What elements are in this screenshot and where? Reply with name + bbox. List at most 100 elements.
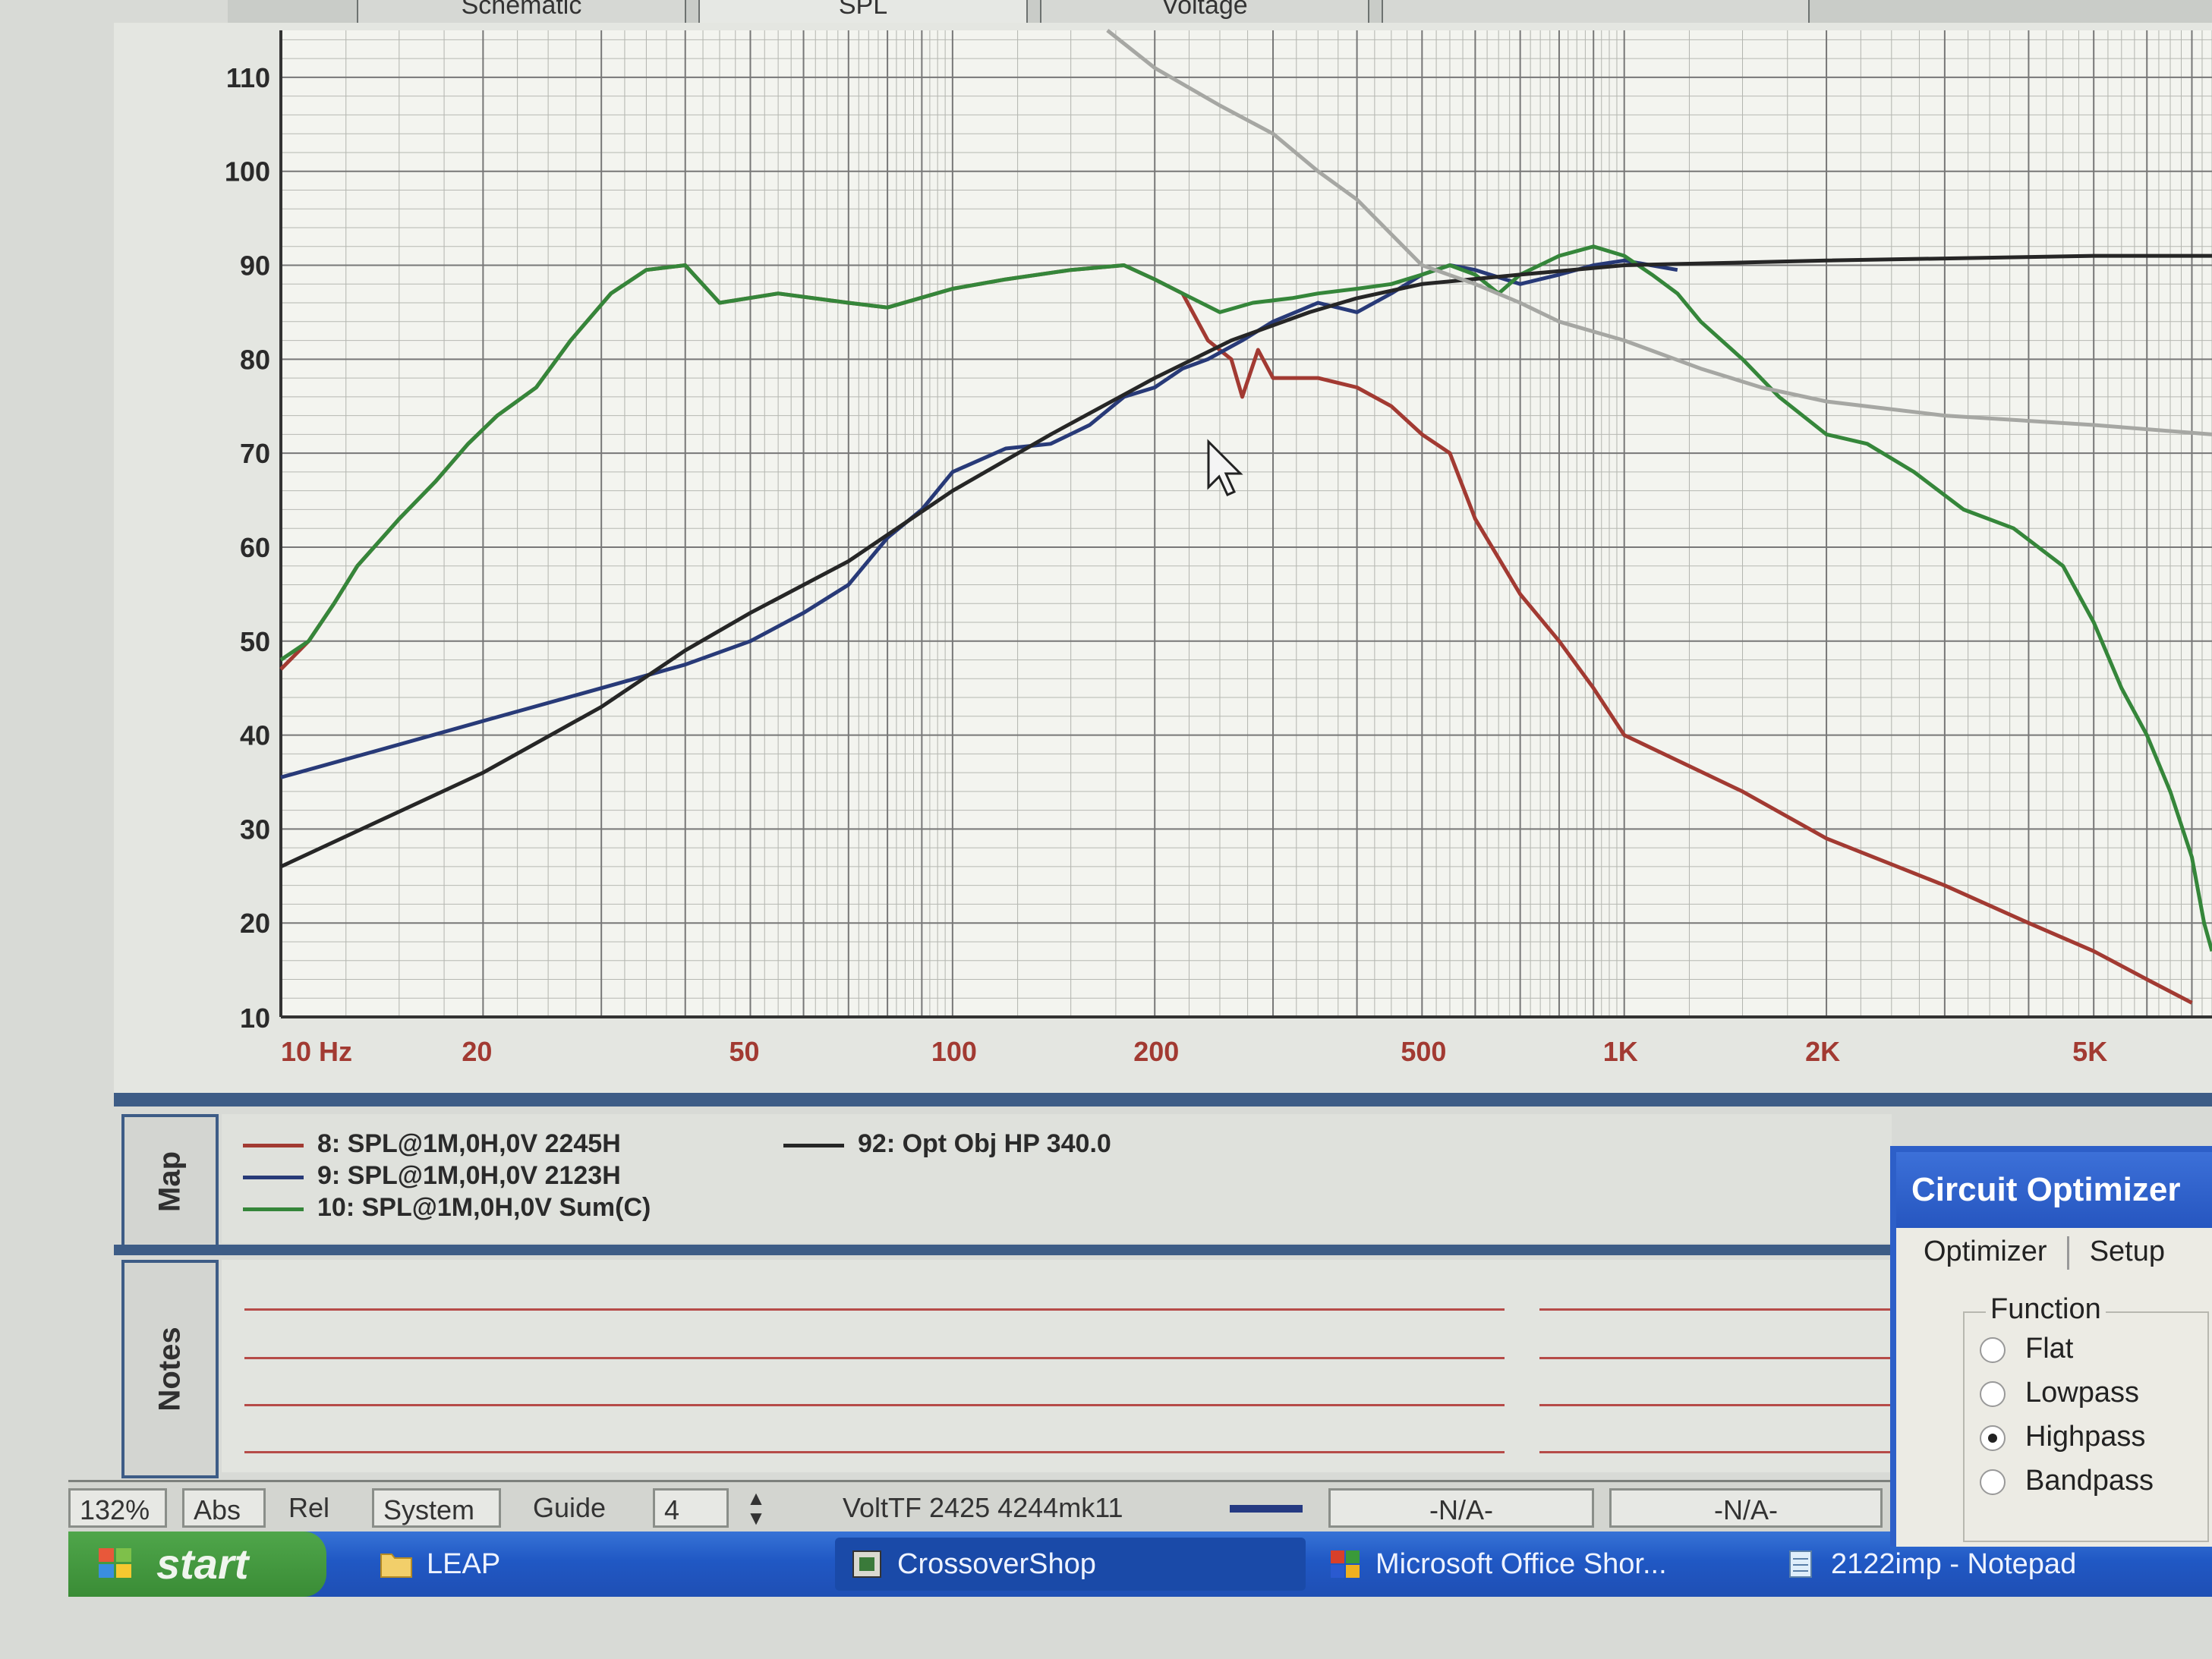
y-tick-label: 20 — [240, 908, 270, 939]
x-tick-label: 5K — [2072, 1036, 2107, 1067]
spl-chart[interactable]: 20 30 40 50 60 70 80 90 100 110 10 10 Hz 20 50 100 200… — [114, 23, 2212, 1100]
y-tick-label: 100 — [225, 156, 270, 187]
series-line-4 — [1106, 29, 2212, 436]
tab-spl[interactable]: SPL — [698, 0, 1028, 24]
legend-swatch — [243, 1207, 304, 1211]
legend-swatch — [243, 1175, 304, 1179]
legend-item-label: 8: SPL@1M,0H,0V 2245H — [317, 1129, 621, 1158]
view-tabbar: Schematic SPL Voltage — [228, 0, 2212, 24]
map-tab-label: Map — [153, 1151, 187, 1212]
notes-rule — [244, 1308, 1505, 1311]
radio-bandpass[interactable]: Bandpass — [1980, 1465, 2154, 1497]
dialog-tabs: Optimizer Setup — [1924, 1236, 2165, 1281]
legend-item-label: 92: Opt Obj HP 340.0 — [858, 1129, 1111, 1158]
radio-label: Lowpass — [2025, 1377, 2139, 1409]
zoom-readout: 132% — [68, 1488, 167, 1528]
map-tab[interactable]: Map — [121, 1114, 219, 1249]
x-tick-label: 2K — [1805, 1036, 1840, 1067]
tab-other[interactable] — [1382, 0, 1810, 24]
radio-lowpass[interactable]: Lowpass — [1980, 1377, 2139, 1409]
rel-button[interactable]: Rel — [288, 1492, 330, 1523]
dialog-title: Circuit Optimizer — [1896, 1152, 2212, 1228]
start-label: start — [156, 1540, 249, 1588]
legend-item: 8: SPL@1M,0H,0V 2245H — [243, 1129, 621, 1159]
tab-voltage[interactable]: Voltage — [1040, 0, 1369, 24]
y-tick-label: 50 — [240, 626, 270, 657]
legend-item: 10: SPL@1M,0H,0V Sum(C) — [243, 1193, 651, 1223]
folder-icon — [380, 1554, 412, 1578]
radio-button-selected-icon — [1980, 1424, 2006, 1451]
mouse-cursor-icon — [1207, 439, 1243, 496]
notes-rule — [1539, 1451, 1904, 1453]
plot-area — [281, 30, 2212, 1017]
radio-button-icon — [1980, 1380, 2006, 1407]
y-tick-label: 40 — [240, 720, 270, 751]
legend-item-label: 9: SPL@1M,0H,0V 2123H — [317, 1161, 621, 1190]
tab-divider — [2067, 1236, 2070, 1270]
y-tick-label: 30 — [240, 814, 270, 845]
series-line-3 — [279, 253, 2212, 869]
x-tick-label: 500 — [1401, 1036, 1446, 1067]
notes-rule — [1539, 1308, 1904, 1311]
abs-button[interactable]: Abs — [182, 1488, 266, 1528]
taskbar-item-leap[interactable]: LEAP — [364, 1538, 820, 1591]
office-app-icon — [1331, 1550, 1360, 1578]
x-tick-label: 100 — [931, 1036, 977, 1067]
notes-rule — [244, 1451, 1505, 1453]
notes-rule — [1539, 1357, 1904, 1359]
system-button[interactable]: System — [372, 1488, 501, 1528]
function-group: Function Flat Lowpass Highpass Bandpass — [1963, 1293, 2209, 1542]
notes-rule — [244, 1404, 1505, 1406]
legend-map: 8: SPL@1M,0H,0V 2245H 9: SPL@1M,0H,0V 21… — [222, 1114, 1892, 1243]
spl-chart-panel: 20 30 40 50 60 70 80 90 100 110 10 10 Hz 20 50 100 200… — [114, 23, 2212, 1100]
notes-area[interactable] — [222, 1260, 1904, 1472]
taskbar: start LEAP CrossoverShop Microsoft Offic… — [68, 1532, 2212, 1597]
tab-optimizer[interactable]: Optimizer — [1924, 1236, 2047, 1267]
status-bar: 132% Abs Rel System Guide 4 ▲ ▼ VoltTF 24… — [68, 1480, 2212, 1534]
x-tick-label: 20 — [462, 1036, 492, 1067]
y-tick-label: 110 — [226, 62, 270, 93]
x-tick-label: 10 Hz — [281, 1036, 352, 1067]
series-line-2 — [279, 244, 2212, 952]
y-tick-label: 70 — [240, 438, 270, 469]
radio-button-icon — [1980, 1469, 2006, 1495]
taskbar-item-label: CrossoverShop — [897, 1548, 1096, 1580]
notepad-icon — [1789, 1550, 1812, 1578]
notes-tab[interactable]: Notes — [121, 1260, 219, 1478]
start-button[interactable]: start — [68, 1532, 326, 1597]
taskbar-item-office[interactable]: Microsoft Office Shor... — [1313, 1538, 1754, 1591]
taskbar-item-label: Microsoft Office Shor... — [1375, 1548, 1667, 1580]
y-tick-label: 80 — [240, 344, 270, 375]
panel-divider — [114, 1245, 2212, 1255]
guide-button[interactable]: Guide — [533, 1492, 607, 1523]
windows-logo-icon — [99, 1548, 131, 1578]
y-tick-label: 90 — [240, 250, 270, 282]
taskbar-item-notepad[interactable]: 2122imp - Notepad — [1769, 1538, 2212, 1591]
guide-spin-arrows-icon[interactable]: ▲ ▼ — [746, 1487, 766, 1529]
status-field-2: -N/A- — [1609, 1488, 1883, 1528]
series-line-1 — [280, 258, 1678, 779]
tab-schematic[interactable]: Schematic — [357, 0, 686, 24]
guide-spin-input[interactable]: 4 — [653, 1488, 729, 1528]
legend-swatch — [783, 1143, 844, 1147]
y-tick-label: 10 — [240, 1003, 270, 1034]
radio-label: Bandpass — [2025, 1465, 2154, 1497]
tab-setup[interactable]: Setup — [2089, 1236, 2166, 1267]
legend-item-label: 10: SPL@1M,0H,0V Sum(C) — [317, 1193, 651, 1222]
radio-flat[interactable]: Flat — [1980, 1333, 2073, 1365]
x-tick-label: 200 — [1133, 1036, 1179, 1067]
taskbar-item-crossovershop[interactable]: CrossoverShop — [835, 1538, 1306, 1591]
x-tick-label: 1K — [1603, 1036, 1638, 1067]
notes-rule — [244, 1357, 1505, 1359]
notes-tab-label: Notes — [153, 1327, 187, 1412]
taskbar-item-label: 2122imp - Notepad — [1831, 1548, 2077, 1580]
radio-label: Highpass — [2025, 1421, 2146, 1453]
function-group-label: Function — [1986, 1293, 2106, 1326]
line-style-swatch — [1230, 1488, 1303, 1528]
notes-rule — [1539, 1404, 1904, 1406]
status-field-1: -N/A- — [1328, 1488, 1594, 1528]
radio-highpass[interactable]: Highpass — [1980, 1421, 2145, 1453]
x-tick-label: 50 — [729, 1036, 759, 1067]
panel-divider — [114, 1093, 2212, 1107]
